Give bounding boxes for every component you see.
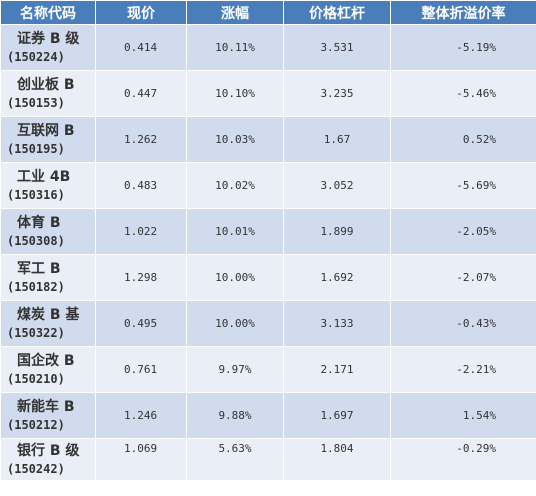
table-row: 新能车 B (150212) 1.246 9.88% 1.697 1.54% [0, 392, 536, 439]
fund-code: (150224) [7, 49, 65, 64]
fund-name: 煤炭 B 基 [17, 306, 80, 323]
header-leverage: 价格杠杆 [283, 0, 391, 25]
fund-table: 名称代码 现价 涨幅 价格杠杆 整体折溢价率 证券 B 级 (150224) 0… [0, 0, 536, 481]
header-name-code: 名称代码 [0, 0, 96, 25]
leverage-cell: 1.697 [283, 392, 391, 439]
leverage-cell: 3.133 [283, 300, 391, 347]
premium-cell: -5.46% [390, 70, 536, 117]
premium-cell: -0.29% [390, 438, 536, 481]
fund-name: 体育 B [17, 214, 61, 231]
name-cell: 国企改 B (150210) [0, 346, 96, 393]
premium-cell: -2.07% [390, 254, 536, 301]
leverage-cell: 1.804 [283, 438, 391, 481]
name-cell: 新能车 B (150212) [0, 392, 96, 439]
change-cell: 10.03% [186, 116, 284, 163]
fund-code: (150316) [7, 187, 65, 202]
change-cell: 9.97% [186, 346, 284, 393]
fund-name: 国企改 B [17, 352, 75, 369]
leverage-cell: 1.899 [283, 208, 391, 255]
leverage-cell: 1.692 [283, 254, 391, 301]
price-cell: 1.022 [95, 208, 187, 255]
price-cell: 1.262 [95, 116, 187, 163]
fund-name: 军工 B [17, 260, 61, 277]
price-cell: 1.246 [95, 392, 187, 439]
name-cell: 证券 B 级 (150224) [0, 24, 96, 71]
name-cell: 工业 4B (150316) [0, 162, 96, 209]
leverage-cell: 1.67 [283, 116, 391, 163]
premium-cell: -2.21% [390, 346, 536, 393]
leverage-cell: 3.052 [283, 162, 391, 209]
name-cell: 体育 B (150308) [0, 208, 96, 255]
price-cell: 1.298 [95, 254, 187, 301]
name-cell: 军工 B (150182) [0, 254, 96, 301]
name-cell: 互联网 B (150195) [0, 116, 96, 163]
fund-name: 创业板 B [17, 76, 75, 93]
premium-cell: -5.19% [390, 24, 536, 71]
header-change: 涨幅 [186, 0, 284, 25]
table-row: 煤炭 B 基 (150322) 0.495 10.00% 3.133 -0.43… [0, 300, 536, 347]
table-row: 国企改 B (150210) 0.761 9.97% 2.171 -2.21% [0, 346, 536, 393]
name-cell: 煤炭 B 基 (150322) [0, 300, 96, 347]
premium-cell: -2.05% [390, 208, 536, 255]
leverage-cell: 3.235 [283, 70, 391, 117]
table-row: 工业 4B (150316) 0.483 10.02% 3.052 -5.69% [0, 162, 536, 209]
table-row: 银行 B 级 (150242) 1.069 5.63% 1.804 -0.29% [0, 438, 536, 481]
name-cell: 创业板 B (150153) [0, 70, 96, 117]
fund-code: (150210) [7, 371, 65, 386]
price-cell: 0.414 [95, 24, 187, 71]
fund-name: 互联网 B [17, 122, 75, 139]
change-cell: 5.63% [186, 438, 284, 481]
fund-code: (150308) [7, 233, 65, 248]
table-row: 互联网 B (150195) 1.262 10.03% 1.67 0.52% [0, 116, 536, 163]
change-cell: 10.02% [186, 162, 284, 209]
premium-cell: -5.69% [390, 162, 536, 209]
header-premium: 整体折溢价率 [390, 0, 536, 25]
change-cell: 10.00% [186, 254, 284, 301]
fund-name: 新能车 B [17, 398, 75, 415]
price-cell: 1.069 [95, 438, 187, 481]
fund-code: (150242) [7, 462, 65, 476]
premium-cell: 0.52% [390, 116, 536, 163]
fund-name: 工业 4B [17, 168, 71, 185]
price-cell: 0.495 [95, 300, 187, 347]
table-row: 体育 B (150308) 1.022 10.01% 1.899 -2.05% [0, 208, 536, 255]
premium-cell: 1.54% [390, 392, 536, 439]
premium-cell: -0.43% [390, 300, 536, 347]
fund-code: (150182) [7, 279, 65, 294]
fund-code: (150322) [7, 325, 65, 340]
leverage-cell: 2.171 [283, 346, 391, 393]
fund-code: (150195) [7, 141, 65, 156]
table-row: 证券 B 级 (150224) 0.414 10.11% 3.531 -5.19… [0, 24, 536, 71]
change-cell: 10.00% [186, 300, 284, 347]
change-cell: 10.10% [186, 70, 284, 117]
fund-code: (150212) [7, 417, 65, 432]
change-cell: 9.88% [186, 392, 284, 439]
fund-name: 证券 B 级 [17, 30, 80, 47]
header-price: 现价 [95, 0, 187, 25]
table-row: 创业板 B (150153) 0.447 10.10% 3.235 -5.46% [0, 70, 536, 117]
leverage-cell: 3.531 [283, 24, 391, 71]
price-cell: 0.761 [95, 346, 187, 393]
fund-code: (150153) [7, 95, 65, 110]
price-cell: 0.483 [95, 162, 187, 209]
price-cell: 0.447 [95, 70, 187, 117]
table-header-row: 名称代码 现价 涨幅 价格杠杆 整体折溢价率 [0, 0, 536, 25]
fund-name: 银行 B 级 [17, 443, 80, 459]
table-row: 军工 B (150182) 1.298 10.00% 1.692 -2.07% [0, 254, 536, 301]
change-cell: 10.11% [186, 24, 284, 71]
name-cell: 银行 B 级 (150242) [0, 438, 96, 481]
change-cell: 10.01% [186, 208, 284, 255]
